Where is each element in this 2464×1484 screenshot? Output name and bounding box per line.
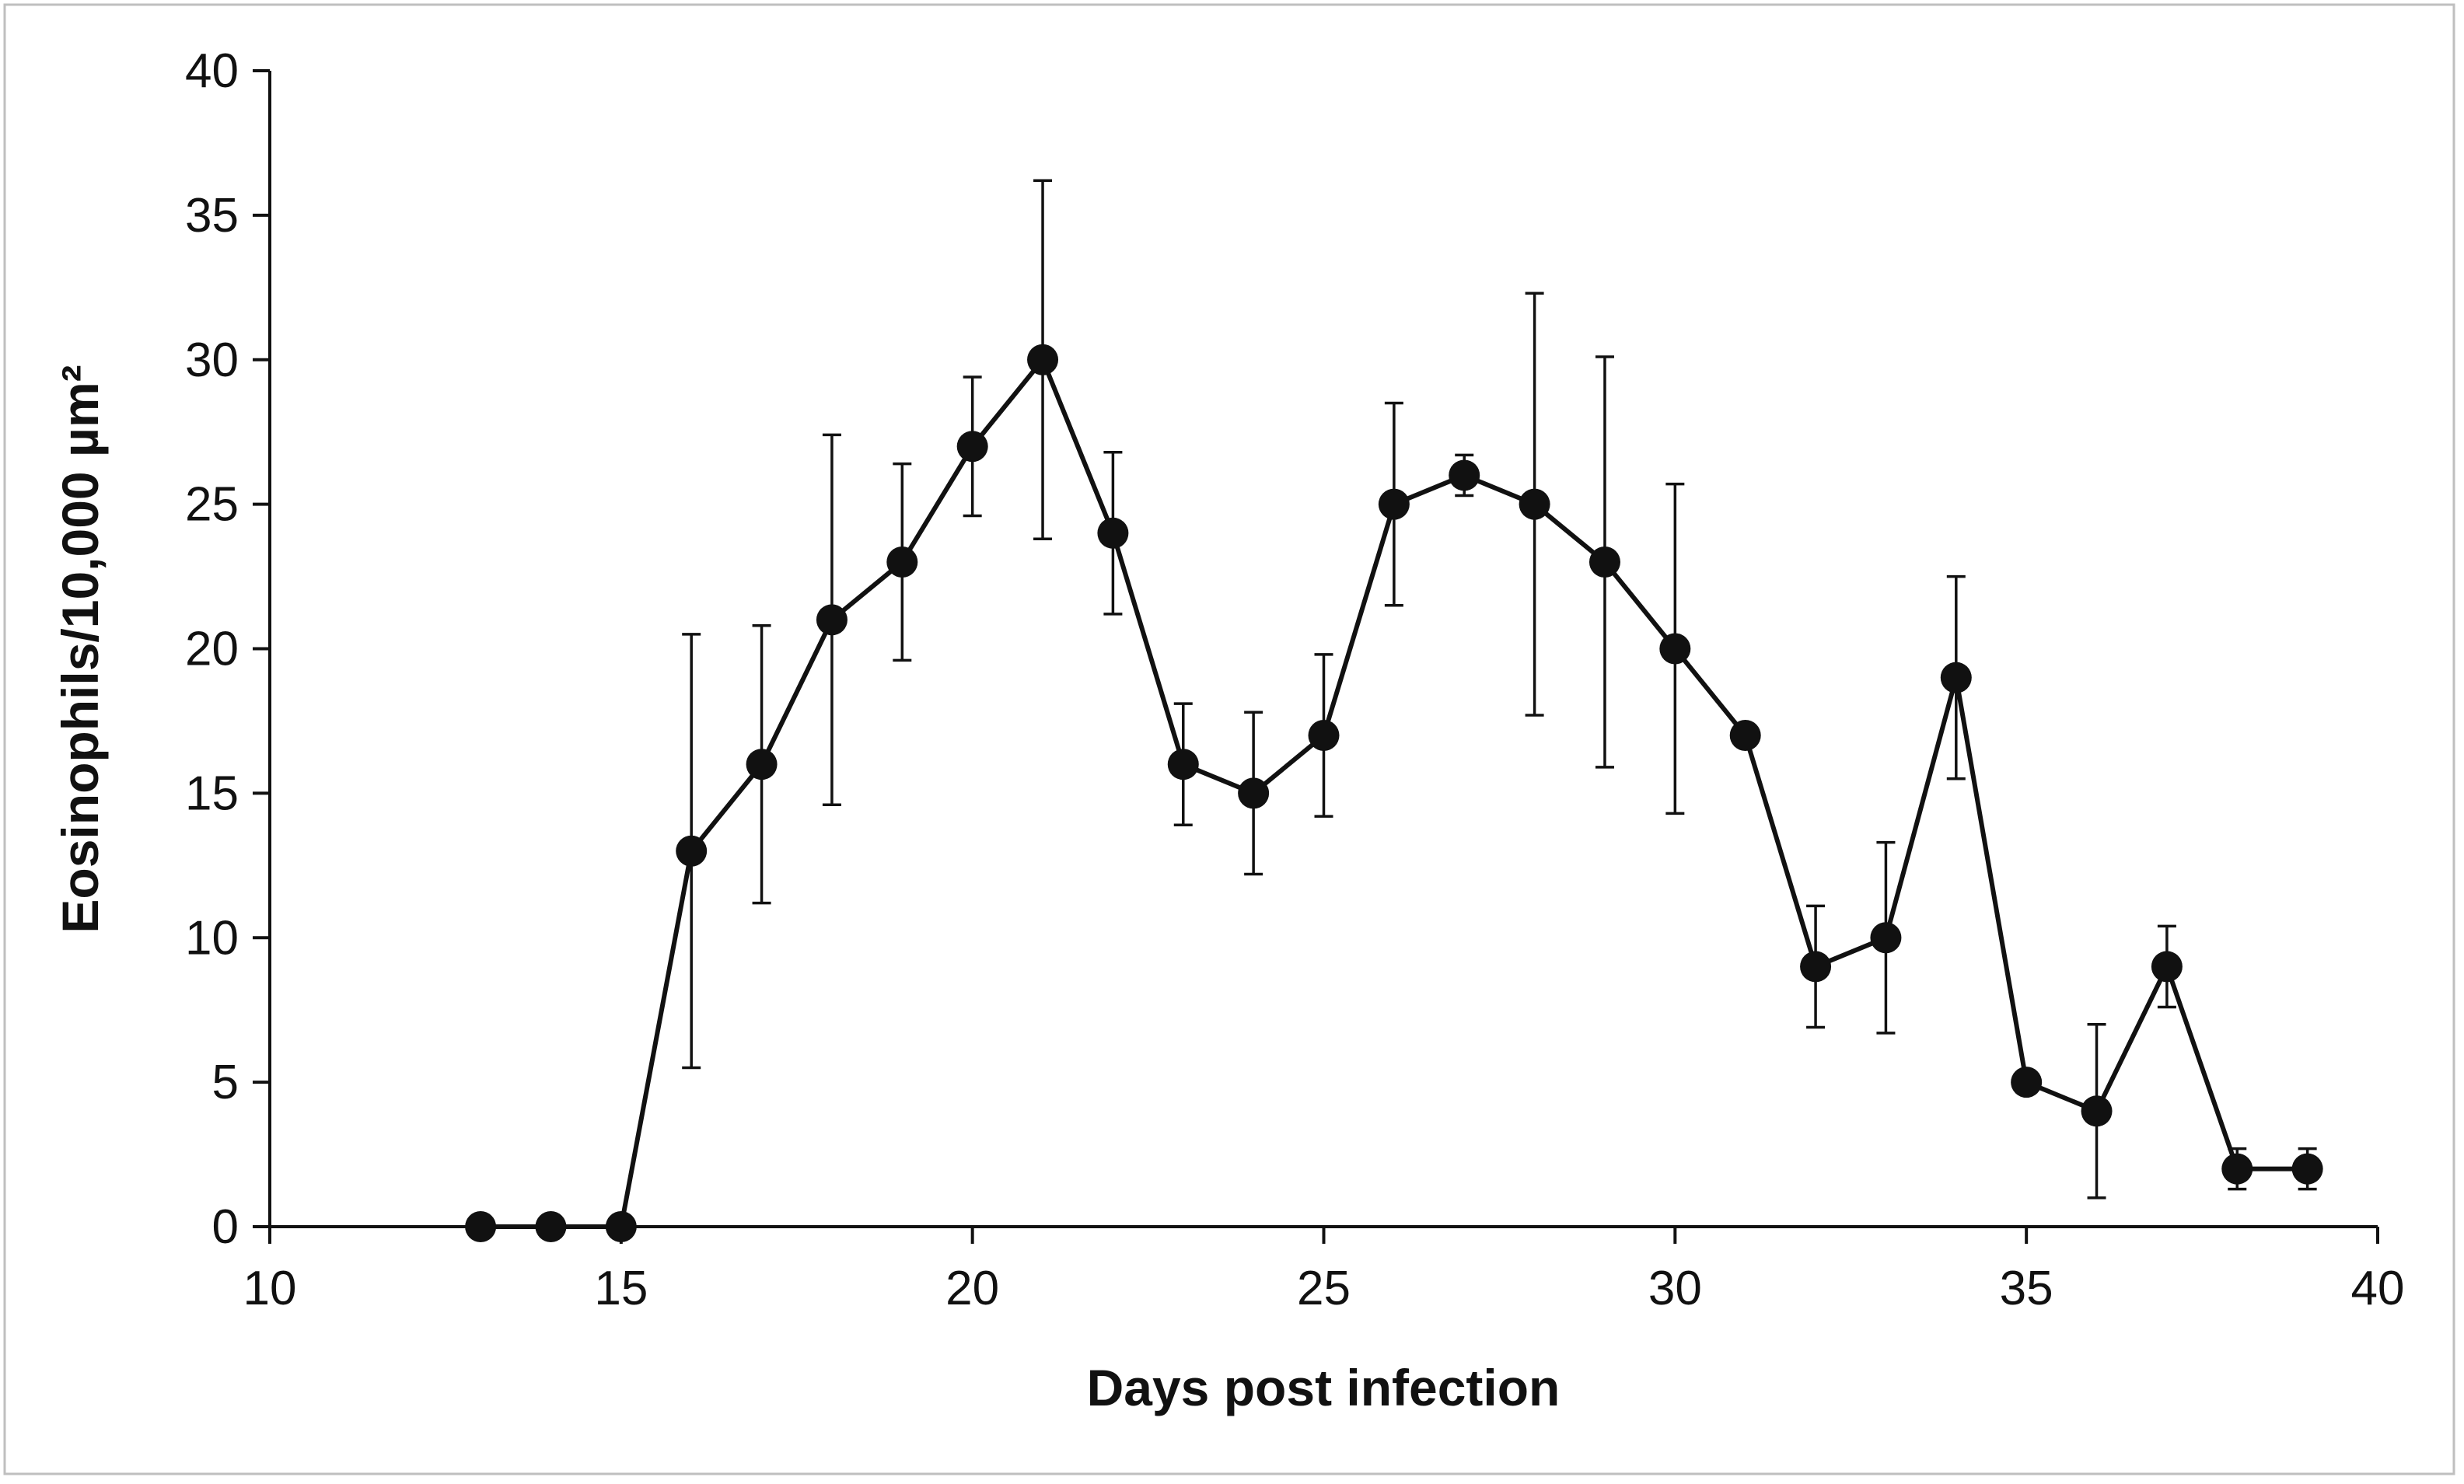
data-point: [956, 431, 988, 463]
error-bars: [682, 179, 2317, 1199]
data-point: [1308, 720, 1340, 752]
data-point: [1097, 517, 1129, 549]
data-point: [1519, 488, 1550, 520]
y-tick-label: 10: [185, 911, 239, 965]
axes: [268, 71, 2378, 1228]
data-point: [1870, 922, 1902, 954]
data-point: [2221, 1153, 2253, 1185]
x-tick-label: 35: [2000, 1262, 2053, 1315]
y-axis-title: Eosinophils/10,000 µm²: [51, 365, 109, 933]
data-point: [1659, 633, 1691, 665]
data-point: [746, 749, 778, 780]
data-point: [535, 1211, 567, 1242]
y-tick-label: 20: [185, 623, 239, 676]
data-point: [816, 604, 848, 636]
x-tick-label: 20: [945, 1262, 999, 1315]
data-point: [605, 1211, 637, 1242]
data-point: [1027, 344, 1059, 375]
data-point: [886, 546, 918, 578]
x-tick-label: 25: [1297, 1262, 1351, 1315]
x-tick-label: 30: [1648, 1262, 1702, 1315]
data-point: [465, 1211, 497, 1242]
y-tick-label: 15: [185, 766, 239, 820]
x-tick-label: 10: [243, 1262, 297, 1315]
data-point: [2011, 1067, 2043, 1098]
data-point: [1238, 777, 1270, 809]
data-points: [465, 344, 2323, 1242]
data-point: [1449, 459, 1480, 491]
data-point: [1800, 951, 1832, 983]
data-point: [1167, 749, 1199, 780]
data-point: [676, 835, 708, 867]
x-tick-label: 40: [2351, 1262, 2405, 1315]
y-ticks: 0 5 10 15 20 25 30 35 40: [185, 44, 270, 1254]
data-point: [1378, 488, 1410, 520]
y-tick-label: 40: [185, 44, 239, 98]
chart-frame: [3, 3, 2455, 1475]
data-point: [2081, 1095, 2113, 1127]
data-point: [2151, 951, 2183, 983]
y-tick-label: 30: [185, 333, 239, 387]
data-point: [1729, 720, 1761, 752]
y-tick-label: 25: [185, 478, 239, 532]
x-tick-label: 15: [594, 1262, 648, 1315]
y-tick-label: 35: [185, 189, 239, 243]
y-tick-label: 0: [212, 1200, 239, 1254]
y-tick-label: 5: [212, 1056, 239, 1109]
data-point: [2291, 1153, 2323, 1185]
x-axis-title: Days post infection: [1087, 1359, 1561, 1416]
x-ticks: 10 15 20 25 30 35 40: [243, 1227, 2405, 1315]
data-point: [1588, 546, 1620, 578]
data-point: [1940, 662, 1972, 693]
